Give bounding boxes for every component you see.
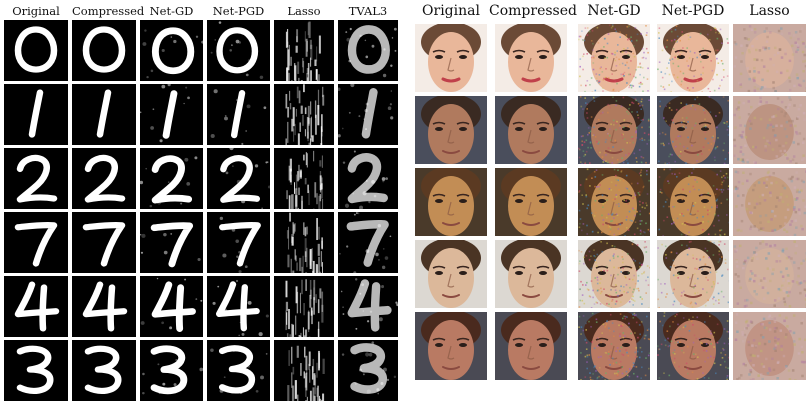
mnist-panel: Original Compressed Net-GD Net-PGD Lasso TVAL… xyxy=(0,0,400,408)
mnist-digit-3-lasso xyxy=(274,340,334,401)
mnist-digit-3-original xyxy=(4,340,68,401)
celeba-face-5-original xyxy=(415,312,487,380)
mnist-digit-3-net-pgd xyxy=(207,340,270,401)
mnist-header-tval3: TVAL3 xyxy=(348,4,388,18)
celeba-face-1-net-gd xyxy=(578,24,650,92)
celeba-header-net-pgd: Net-PGD xyxy=(661,3,725,19)
mnist-digit-1-tval3 xyxy=(338,84,398,145)
mnist-digit-1-net-gd xyxy=(140,84,203,145)
celeba-face-3-compressed xyxy=(495,168,567,236)
mnist-digit-0-compressed xyxy=(72,20,136,81)
celeba-face-5-net-gd xyxy=(578,312,650,380)
mnist-digit-2-compressed xyxy=(72,148,136,209)
mnist-digit-7-compressed xyxy=(72,212,136,273)
mnist-digit-7-net-gd xyxy=(140,212,203,273)
mnist-digit-7-net-pgd xyxy=(207,212,270,273)
celeba-face-4-net-pgd xyxy=(657,240,729,308)
mnist-digit-4-net-gd xyxy=(140,276,203,337)
mnist-digit-0-tval3 xyxy=(338,20,398,81)
celeba-face-1-compressed xyxy=(495,24,567,92)
mnist-digit-3-tval3 xyxy=(338,340,398,401)
mnist-header-lasso: Lasso xyxy=(287,4,321,18)
mnist-digit-0-lasso xyxy=(274,20,334,81)
celeba-face-5-compressed xyxy=(495,312,567,380)
celeba-panel: Original Compressed Net-GD Net-PGD Lasso xyxy=(412,0,811,408)
mnist-header-net-pgd: Net-PGD xyxy=(212,4,265,18)
mnist-digit-1-compressed xyxy=(72,84,136,145)
celeba-face-5-lasso xyxy=(733,312,806,380)
mnist-digit-7-original xyxy=(4,212,68,273)
celeba-face-2-lasso xyxy=(733,96,806,164)
celeba-face-2-compressed xyxy=(495,96,567,164)
celeba-face-3-net-pgd xyxy=(657,168,729,236)
mnist-header-compressed: Compressed xyxy=(72,4,145,18)
mnist-digit-3-net-gd xyxy=(140,340,203,401)
celeba-face-5-net-pgd xyxy=(657,312,729,380)
celeba-header-compressed: Compressed xyxy=(489,3,577,19)
mnist-digit-1-net-pgd xyxy=(207,84,270,145)
celeba-face-3-original xyxy=(415,168,487,236)
celeba-face-1-original xyxy=(415,24,487,92)
mnist-digit-2-original xyxy=(4,148,68,209)
mnist-digit-4-net-pgd xyxy=(207,276,270,337)
celeba-face-3-net-gd xyxy=(578,168,650,236)
celeba-face-1-net-pgd xyxy=(657,24,729,92)
celeba-header-original: Original xyxy=(422,3,480,19)
mnist-digit-2-net-gd xyxy=(140,148,203,209)
mnist-digit-2-lasso xyxy=(274,148,334,209)
celeba-face-2-net-pgd xyxy=(657,96,729,164)
mnist-digit-7-lasso xyxy=(274,212,334,273)
celeba-face-2-original xyxy=(415,96,487,164)
mnist-digit-2-tval3 xyxy=(338,148,398,209)
mnist-digit-1-original xyxy=(4,84,68,145)
celeba-face-2-net-gd xyxy=(578,96,650,164)
mnist-digit-2-net-pgd xyxy=(207,148,270,209)
celeba-face-3-lasso xyxy=(733,168,806,236)
celeba-header-net-gd: Net-GD xyxy=(587,3,641,19)
mnist-header-original: Original xyxy=(12,4,60,18)
celeba-face-4-compressed xyxy=(495,240,567,308)
celeba-face-1-lasso xyxy=(733,24,806,92)
celeba-header-lasso: Lasso xyxy=(749,3,790,19)
mnist-digit-0-net-pgd xyxy=(207,20,270,81)
mnist-digit-3-compressed xyxy=(72,340,136,401)
celeba-face-4-original xyxy=(415,240,487,308)
mnist-digit-1-lasso xyxy=(274,84,334,145)
mnist-digit-0-original xyxy=(4,20,68,81)
celeba-face-4-net-gd xyxy=(578,240,650,308)
celeba-face-4-lasso xyxy=(733,240,806,308)
mnist-digit-4-compressed xyxy=(72,276,136,337)
mnist-header-net-gd: Net-GD xyxy=(149,4,194,18)
mnist-digit-7-tval3 xyxy=(338,212,398,273)
mnist-digit-4-tval3 xyxy=(338,276,398,337)
mnist-digit-0-net-gd xyxy=(140,20,203,81)
mnist-digit-4-lasso xyxy=(274,276,334,337)
mnist-digit-4-original xyxy=(4,276,68,337)
